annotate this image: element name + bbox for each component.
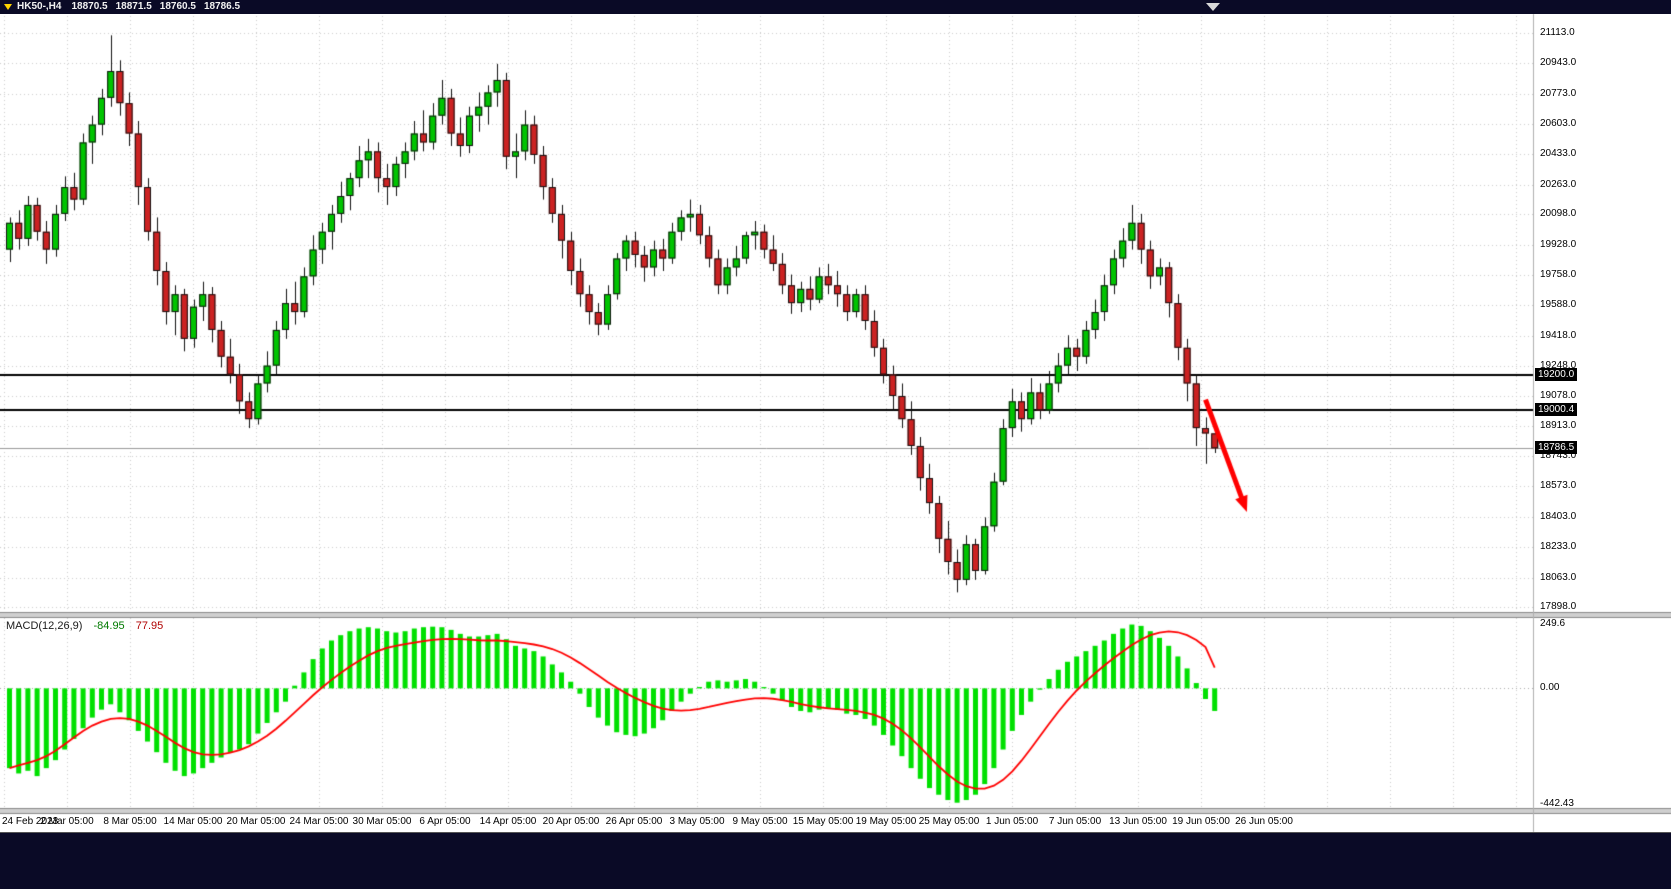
platform-bottom-bar xyxy=(0,832,1671,889)
macd-main-value: -84.95 xyxy=(93,620,125,632)
symbol-marker-icon xyxy=(4,4,12,10)
ohlc-open-value: 18870.5 xyxy=(71,1,108,12)
macd-name-label: MACD(12,26,9) xyxy=(6,620,83,632)
ohlc-low-value: 18760.5 xyxy=(159,1,196,12)
ohlc-close-value: 18786.5 xyxy=(203,1,241,12)
chart-header-bar: HK50-,H4 18870.5 18871.5 18760.5 18786.5 xyxy=(0,0,1671,14)
ohlc-high-value: 18871.5 xyxy=(115,1,152,12)
chart-shift-marker[interactable] xyxy=(1206,3,1220,11)
macd-indicator-label: MACD(12,26,9) -84.95 77.95 xyxy=(6,620,163,632)
symbol-timeframe-label: HK50-,H4 xyxy=(17,1,62,12)
macd-signal-value: 77.95 xyxy=(135,620,164,632)
